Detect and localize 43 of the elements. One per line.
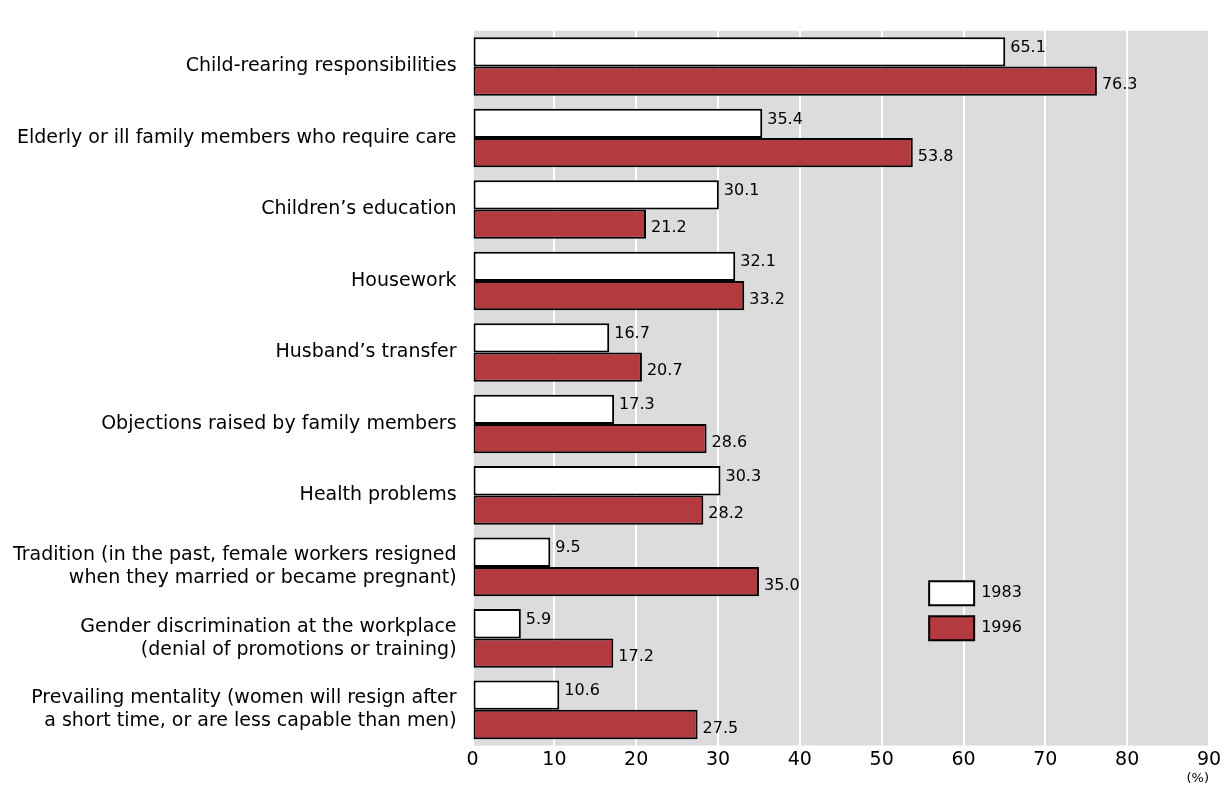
x-tick-label: 30: [705, 746, 731, 769]
data-label: 33.2: [749, 288, 785, 308]
data-label: 17.3: [619, 394, 655, 414]
x-tick-label: 0: [466, 746, 479, 769]
y-tick-label: Housework: [351, 267, 457, 290]
x-tick-label: 70: [1033, 746, 1058, 769]
data-label: 35.0: [763, 574, 800, 594]
x-tick-label: 90: [1196, 746, 1222, 769]
data-label: 30.3: [725, 465, 762, 485]
data-label: 53.8: [917, 145, 954, 165]
y-tick-label: Husband’s transfer: [275, 339, 457, 362]
data-label: 9.5: [555, 537, 581, 557]
y-tick-label: Child-rearing responsibilities: [185, 53, 457, 76]
data-label: 35.4: [767, 108, 803, 128]
data-label: 32.1: [740, 251, 776, 271]
data-label: 10.6: [564, 680, 600, 700]
legend-label: 1996: [981, 617, 1022, 637]
y-tick-label: Health problems: [299, 482, 457, 505]
y-tick-label: Tradition (in the past, female workers resigned when they married or became pregnant): [12, 542, 457, 588]
legend-label: 1983: [981, 582, 1022, 602]
data-label: 28.2: [708, 503, 744, 523]
data-label: 21.2: [651, 217, 687, 237]
y-tick-label: Children’s education: [261, 196, 457, 219]
data-label: 28.6: [711, 431, 748, 451]
data-label: 27.5: [702, 717, 739, 737]
x-tick-label: 50: [869, 746, 894, 769]
data-label: 5.9: [525, 608, 552, 628]
y-tick-label: Elderly or ill family members who require care: [16, 124, 457, 147]
x-tick-label: 20: [624, 746, 649, 769]
data-label: 30.1: [723, 180, 760, 199]
y-tick-label: Gender discrimination at the workplace (denial of promotions or training): [80, 613, 457, 659]
x-tick-label: 10: [542, 746, 567, 769]
data-label: 65.1: [1010, 37, 1046, 57]
x-axis-title: (%): [1186, 769, 1209, 785]
data-label: 16.7: [614, 322, 650, 342]
y-tick-label: Objections raised by family members: [101, 410, 457, 433]
x-tick-label: 40: [787, 746, 812, 769]
data-label: 20.7: [646, 360, 683, 380]
data-label: 76.3: [1101, 74, 1138, 94]
x-tick-label: 60: [951, 746, 976, 769]
y-tick-label: Prevailing mentality (women will resign after a short time, or are less capable than men): [31, 685, 457, 731]
x-tick-label: 80: [1115, 746, 1140, 769]
data-label: 17.2: [618, 646, 654, 666]
